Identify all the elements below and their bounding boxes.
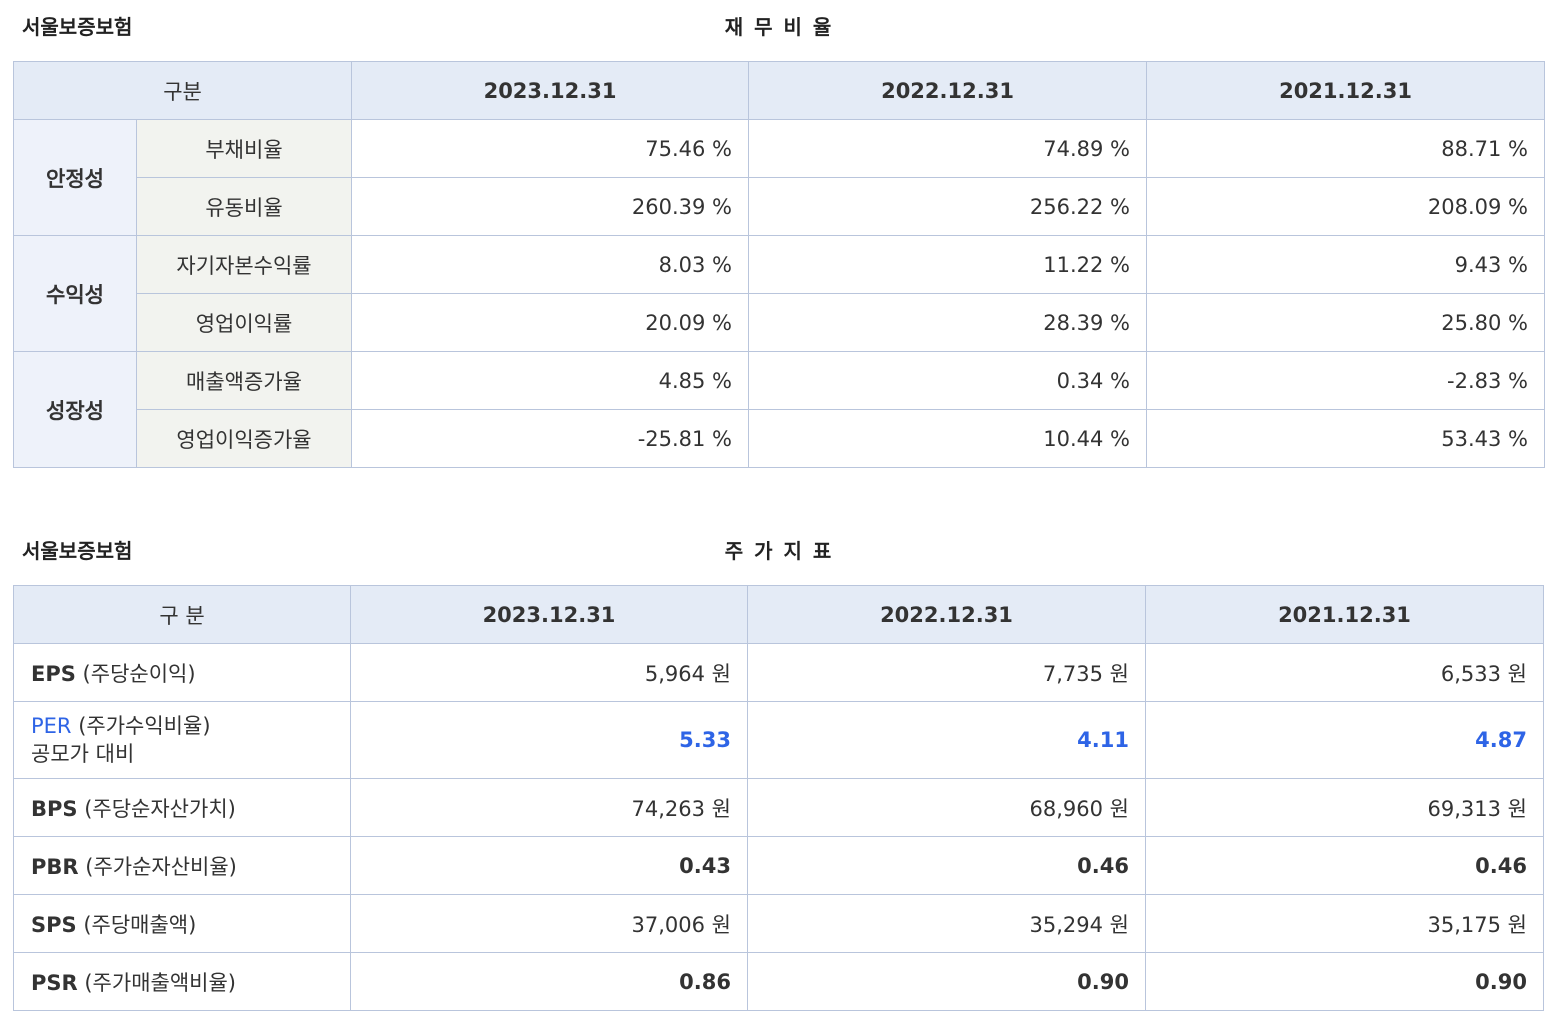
column-header: 구 분 <box>13 585 351 644</box>
indicator-abbr: SPS <box>31 912 77 937</box>
value-cell: 53.43 % <box>1146 409 1546 468</box>
value-cell: -25.81 % <box>351 409 750 468</box>
column-header: 구분 <box>12 61 353 120</box>
table-row-per: PER (주가수익비율) 공모가 대비 5.33 4.11 4.87 <box>13 701 1544 779</box>
indicator-desc: (주당순자산가치) <box>77 796 236 821</box>
value-cell: 208.09 % <box>1146 177 1546 236</box>
section-title: 주 가 지 표 <box>724 539 834 563</box>
indicator-abbr: PBR <box>31 854 79 879</box>
table-row-pbr: PBR (주가순자산비율) 0.43 0.46 0.46 <box>13 836 1544 895</box>
value-cell: 0.90 <box>747 952 1146 1011</box>
value-cell: 74,263 원 <box>350 778 748 837</box>
row-label: PER (주가수익비율) 공모가 대비 <box>13 701 351 779</box>
value-cell: 69,313 원 <box>1145 778 1544 837</box>
value-cell: 68,960 원 <box>747 778 1146 837</box>
value-cell: 7,735 원 <box>747 643 1146 702</box>
table-row: 수익성 자기자본수익률 8.03 % 11.22 % 9.43 % <box>13 235 1546 352</box>
table-row-sps: SPS (주당매출액) 37,006 원 35,294 원 35,175 원 <box>13 894 1544 953</box>
value-cell: 6,533 원 <box>1145 643 1544 702</box>
column-header: 2022.12.31 <box>748 61 1148 120</box>
indicator-abbr: BPS <box>31 796 78 821</box>
value-cell: 20.09 % <box>351 293 750 352</box>
value-cell: 8.03 % <box>351 235 750 294</box>
table-row: 성장성 매출액증가율 4.85 % 0.34 % -2.83 % <box>13 351 1546 468</box>
row-label: 유동비율 <box>135 177 353 236</box>
indicator-abbr: EPS <box>31 661 76 686</box>
value-cell: 0.43 <box>350 836 748 895</box>
financial-ratio-table: 구분 2023.12.31 2022.12.31 2021.12.31 안정성 … <box>12 61 1546 468</box>
column-header: 2021.12.31 <box>1145 585 1544 644</box>
table-header-row: 구 분 2023.12.31 2022.12.31 2021.12.31 <box>13 585 1544 644</box>
category-cell: 수익성 <box>13 235 137 352</box>
table-row: 유동비율 260.39 % 256.22 % 208.09 % <box>14 177 1546 236</box>
company-name: 서울보증보험 <box>22 15 133 39</box>
stock-header: 서울보증보험 주 가 지 표 <box>14 536 1544 566</box>
row-label: EPS (주당순이익) <box>13 643 351 702</box>
table-row: 영업이익증가율 -25.81 % 10.44 % 53.43 % <box>14 409 1546 468</box>
table-row-eps: EPS (주당순이익) 5,964 원 7,735 원 6,533 원 <box>13 643 1544 702</box>
table-row: 안정성 부채비율 75.46 % 74.89 % 88.71 % <box>13 119 1546 236</box>
table-header-row: 구분 2023.12.31 2022.12.31 2021.12.31 <box>12 61 1546 120</box>
value-cell: 10.44 % <box>748 409 1148 468</box>
value-cell: 35,294 원 <box>747 894 1146 953</box>
value-cell: 88.71 % <box>1146 119 1546 178</box>
indicator-abbr: PER <box>31 714 72 738</box>
value-cell: 4.87 <box>1145 701 1544 779</box>
table-row: 영업이익률 20.09 % 28.39 % 25.80 % <box>14 293 1546 352</box>
row-label: PSR (주가매출액비율) <box>13 952 351 1011</box>
column-header: 2021.12.31 <box>1146 61 1546 120</box>
value-cell: 0.34 % <box>748 351 1148 410</box>
value-cell: 260.39 % <box>351 177 750 236</box>
column-header: 2023.12.31 <box>351 61 750 120</box>
indicator-note: 공모가 대비 <box>31 742 135 766</box>
value-cell: 25.80 % <box>1146 293 1546 352</box>
indicator-desc: (주가매출액비율) <box>77 970 236 995</box>
company-name: 서울보증보험 <box>22 539 133 563</box>
row-label: PBR (주가순자산비율) <box>13 836 351 895</box>
value-cell: 28.39 % <box>748 293 1148 352</box>
row-label: 매출액증가율 <box>135 351 353 410</box>
value-cell: 0.90 <box>1145 952 1544 1011</box>
value-cell: 5,964 원 <box>350 643 748 702</box>
indicator-desc: (주가수익비율) <box>71 714 211 738</box>
category-cell: 안정성 <box>13 119 137 236</box>
column-header: 2023.12.31 <box>350 585 748 644</box>
value-cell: 5.33 <box>350 701 748 779</box>
row-label: 부채비율 <box>135 119 353 178</box>
table-row-psr: PSR (주가매출액비율) 0.86 0.90 0.90 <box>13 952 1544 1011</box>
row-label: BPS (주당순자산가치) <box>13 778 351 837</box>
value-cell: 11.22 % <box>748 235 1148 294</box>
indicator-desc: (주당매출액) <box>76 912 197 937</box>
section-title: 재 무 비 율 <box>724 15 834 39</box>
value-cell: 74.89 % <box>748 119 1148 178</box>
value-cell: 37,006 원 <box>350 894 748 953</box>
column-header: 2022.12.31 <box>747 585 1146 644</box>
value-cell: 4.11 <box>747 701 1146 779</box>
table-row-bps: BPS (주당순자산가치) 74,263 원 68,960 원 69,313 원 <box>13 778 1544 837</box>
value-cell: 0.46 <box>1145 836 1544 895</box>
stock-indicator-table: 구 분 2023.12.31 2022.12.31 2021.12.31 EPS… <box>13 585 1544 1011</box>
value-cell: 4.85 % <box>351 351 750 410</box>
row-label: SPS (주당매출액) <box>13 894 351 953</box>
indicator-abbr: PSR <box>31 970 78 995</box>
category-cell: 성장성 <box>13 351 137 468</box>
row-label: 자기자본수익률 <box>135 235 353 294</box>
indicator-desc: (주가순자산비율) <box>78 854 237 879</box>
value-cell: -2.83 % <box>1146 351 1546 410</box>
value-cell: 256.22 % <box>748 177 1148 236</box>
value-cell: 75.46 % <box>351 119 750 178</box>
row-label: 영업이익증가율 <box>135 409 353 468</box>
value-cell: 0.86 <box>350 952 748 1011</box>
value-cell: 35,175 원 <box>1145 894 1544 953</box>
value-cell: 0.46 <box>747 836 1146 895</box>
ratios-header: 서울보증보험 재 무 비 율 <box>14 12 1544 42</box>
value-cell: 9.43 % <box>1146 235 1546 294</box>
indicator-desc: (주당순이익) <box>75 661 196 686</box>
row-label: 영업이익률 <box>135 293 353 352</box>
